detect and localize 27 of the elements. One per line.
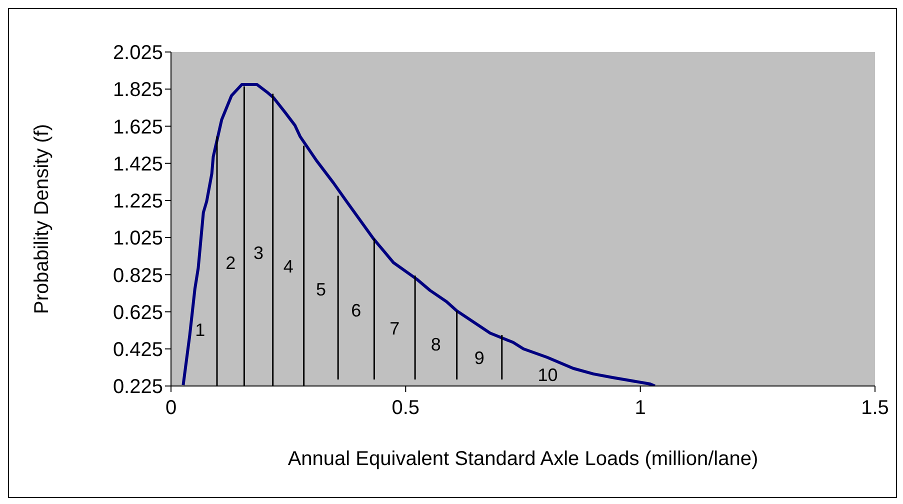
y-axis-title: Probability Density (f)	[31, 124, 54, 314]
x-tick-label: 0	[165, 397, 177, 420]
annotation: 5	[316, 280, 326, 300]
x-tick-label: 1	[634, 397, 646, 420]
y-tick-label: 0.825	[112, 264, 163, 287]
y-tick-label: 2.025	[112, 42, 163, 64]
line-series	[182, 82, 656, 386]
y-tick-label: 1.625	[112, 116, 163, 138]
x-tick-label: 1.5	[861, 397, 889, 420]
annotation: 9	[474, 348, 484, 368]
annotation: 2	[226, 252, 236, 273]
y-tick-label: 0.625	[112, 302, 163, 324]
y-tick-label: 1.825	[112, 79, 163, 102]
y-tick-label: 1.225	[112, 190, 163, 213]
annotation: 7	[390, 318, 400, 338]
y-tick-label: 0.425	[112, 338, 163, 361]
x-tick-label: 0.5	[392, 397, 420, 420]
annotation: 6	[351, 300, 362, 320]
y-tick-label: 1.025	[112, 228, 163, 250]
annotation: 10	[538, 364, 558, 385]
y-tick-label: 0.225	[112, 376, 163, 398]
annotation: 1	[195, 320, 206, 340]
annotation: 4	[283, 256, 294, 277]
y-tick-label: 1.425	[112, 153, 163, 176]
x-axis-title: Annual Equivalent Standard Axle Loads (million/lane)	[288, 448, 758, 470]
annotation: 3	[254, 243, 264, 264]
annotation: 8	[430, 334, 441, 355]
